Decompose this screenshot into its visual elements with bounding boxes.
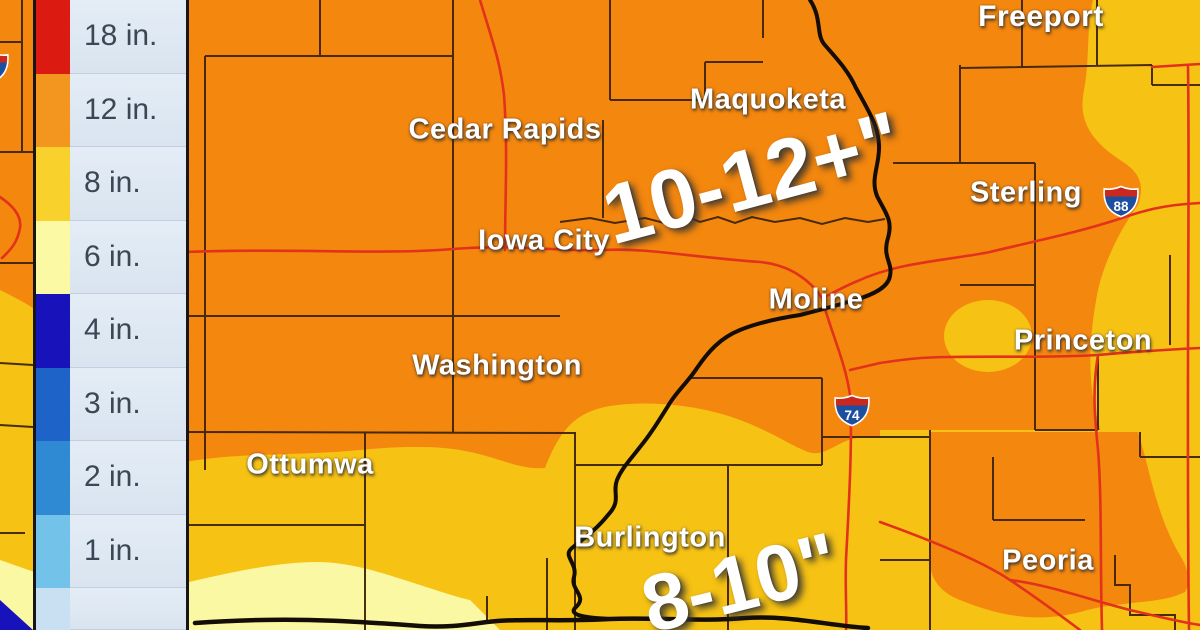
city-label-peoria: Peoria [1002,544,1094,577]
city-label-maquoketa: Maquoketa [690,83,846,116]
legend-row: 3 in. [36,367,186,441]
legend-label-half-in [70,588,186,630]
legend-row: 1 in. [36,514,186,588]
legend-swatch-4in [36,294,70,368]
snowfall-legend: 18 in. 12 in. 8 in. 6 in. 4 in. 3 in. 2 … [33,0,189,630]
legend-row: 4 in. [36,294,186,368]
city-label-ottumwa: Ottumwa [246,448,374,481]
legend-swatch-half-in [36,588,70,630]
interstate-74-shield: 74 [834,394,870,427]
city-label-moline: Moline [768,283,864,316]
legend-label-18in: 18 in. [70,0,186,74]
city-label-burlington: Burlington [574,521,726,554]
city-label-sterling: Sterling [970,176,1082,209]
interstate-shield-partial-left-edge [0,52,9,83]
interstate-88-number: 88 [1113,199,1129,214]
interstate-74-number: 74 [844,408,860,423]
legend-row: 18 in. [36,0,186,74]
legend-swatch-6in [36,220,70,294]
legend-swatch-1in [36,514,70,588]
zone-navy-4in-corner [0,600,33,630]
legend-row: 8 in. [36,147,186,221]
legend-label-2in: 2 in. [70,441,186,515]
city-label-washington: Washington [412,349,582,382]
legend-label-8in: 8 in. [70,147,186,221]
river-and-state-border [192,0,893,630]
legend-row: 6 in. [36,220,186,294]
legend-label-4in: 4 in. [70,294,186,368]
city-label-iowa-city: Iowa City [478,224,610,257]
legend-label-3in: 3 in. [70,367,186,441]
legend-row: 12 in. [36,73,186,147]
legend-swatch-18in [36,0,70,74]
city-label-princeton: Princeton [1013,324,1153,357]
legend-label-1in: 1 in. [70,514,186,588]
legend-swatch-12in [36,73,70,147]
legend-row [36,588,186,630]
legend-swatch-8in [36,147,70,221]
legend-swatch-2in [36,441,70,515]
city-label-cedar-rapids: Cedar Rapids [408,113,602,146]
city-label-freeport: Freeport [978,0,1104,33]
interstate-88-shield: 88 [1103,185,1139,218]
legend-row: 2 in. [36,441,186,515]
legend-label-12in: 12 in. [70,73,186,147]
legend-label-6in: 6 in. [70,220,186,294]
legend-swatch-3in [36,367,70,441]
